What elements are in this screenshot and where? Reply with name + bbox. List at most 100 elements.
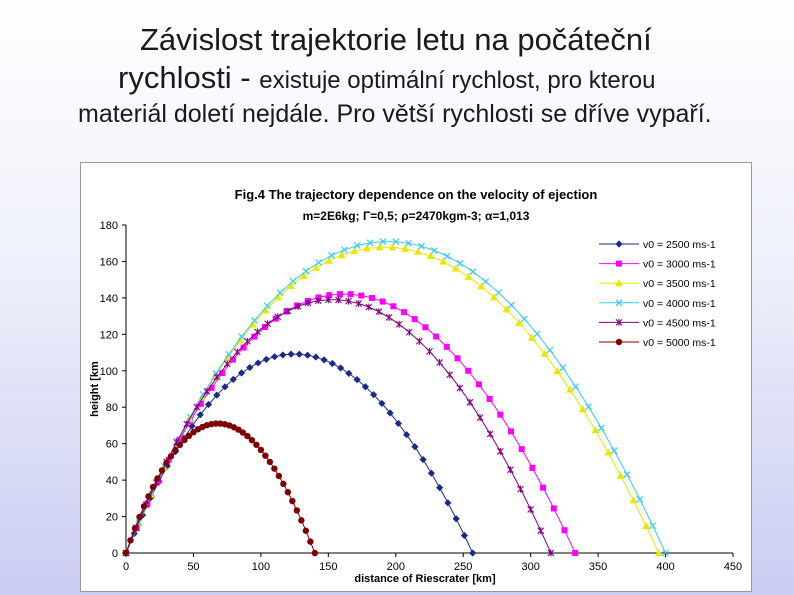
data-point <box>284 307 292 315</box>
data-point <box>415 337 423 345</box>
data-point <box>368 294 375 301</box>
data-point <box>240 344 247 351</box>
trajectory-chart: Fig.4 The trajectory dependence on the v… <box>89 187 742 585</box>
data-point <box>293 507 301 514</box>
data-point <box>559 364 567 372</box>
title-line-3: materiál doletí nejdále. Pro větší rychl… <box>78 100 712 128</box>
data-point <box>497 411 504 418</box>
data-point <box>477 282 486 290</box>
data-point <box>454 355 461 362</box>
data-point <box>444 499 452 507</box>
x-tick-label: 50 <box>187 561 199 573</box>
data-point <box>446 371 454 379</box>
data-point <box>378 399 386 408</box>
title-line-2: rychlosti - existuje optimální rychlost,… <box>118 60 655 96</box>
data-point <box>401 309 408 316</box>
data-point <box>251 316 258 324</box>
data-point <box>347 291 354 298</box>
x-tick-label: 250 <box>454 561 472 573</box>
data-point <box>145 493 152 500</box>
data-point <box>239 429 247 436</box>
x-tick-label: 350 <box>589 561 607 573</box>
data-point <box>642 522 651 530</box>
x-tick-label: 150 <box>319 561 337 573</box>
y-tick-label: 80 <box>106 402 118 414</box>
data-point <box>172 447 179 454</box>
data-point <box>340 246 348 254</box>
data-point <box>248 436 256 444</box>
data-point <box>464 272 473 280</box>
data-point <box>280 480 287 488</box>
x-tick-label: 400 <box>656 561 674 573</box>
data-point <box>274 293 283 301</box>
data-point <box>629 496 638 504</box>
data-point <box>418 242 425 250</box>
data-point <box>122 549 130 557</box>
data-point <box>244 337 251 345</box>
data-point <box>303 351 312 359</box>
series-line-1 <box>125 353 474 554</box>
x-tick-label: 450 <box>724 561 742 573</box>
data-point <box>244 432 251 440</box>
data-point <box>527 333 536 341</box>
legend-label: v0 = 4000 ms-1 <box>643 298 716 310</box>
data-point <box>508 428 515 435</box>
data-point <box>320 356 328 364</box>
data-point <box>193 403 201 411</box>
data-point <box>422 324 429 331</box>
data-point <box>392 238 400 246</box>
data-point <box>324 256 333 264</box>
chart-subtitle: m=2E6kg; Γ=0,5; ρ=2470kgm-3; α=1,013 <box>303 209 530 223</box>
data-point <box>550 505 557 512</box>
data-point <box>388 243 397 251</box>
data-point <box>279 351 287 359</box>
data-point <box>507 466 514 474</box>
data-point <box>379 298 386 305</box>
x-tick-label: 300 <box>521 561 539 573</box>
data-point <box>547 549 555 557</box>
data-point <box>502 305 511 313</box>
data-point <box>451 264 460 272</box>
data-point <box>197 400 204 407</box>
data-point <box>289 497 296 505</box>
data-point <box>585 403 592 411</box>
data-point <box>158 467 166 474</box>
data-point <box>436 484 444 492</box>
y-tick-label: 120 <box>100 329 118 341</box>
x-axis-label: distance of Riescrater [km] <box>354 573 496 585</box>
x-tick-label: 200 <box>387 561 405 573</box>
data-point <box>328 359 336 368</box>
data-point <box>131 525 139 532</box>
chart-title: Fig.4 The trajectory dependence on the v… <box>235 187 598 202</box>
data-point <box>298 517 305 524</box>
data-point <box>307 538 314 545</box>
data-point <box>274 313 282 321</box>
data-point <box>433 333 440 340</box>
data-point <box>515 319 524 327</box>
legend-marker <box>615 338 623 346</box>
data-point <box>208 384 215 391</box>
data-point <box>561 527 568 534</box>
data-point <box>469 268 477 276</box>
data-point <box>662 549 669 557</box>
data-point <box>443 252 451 260</box>
data-point <box>426 347 433 355</box>
series-line-4 <box>125 241 667 554</box>
data-point <box>411 316 418 323</box>
data-point <box>163 459 170 467</box>
data-point <box>167 453 175 460</box>
data-point <box>149 483 157 491</box>
data-point <box>654 549 663 556</box>
data-point <box>379 238 387 245</box>
data-point <box>394 419 402 428</box>
data-point <box>533 330 541 338</box>
data-point <box>616 471 625 479</box>
data-point <box>185 432 193 440</box>
data-point <box>289 277 297 285</box>
data-point <box>271 465 278 472</box>
data-point <box>324 296 332 304</box>
data-point <box>496 447 504 455</box>
legend-label: v0 = 5000 ms-1 <box>643 337 716 349</box>
y-tick-label: 60 <box>106 439 118 451</box>
data-point <box>375 308 383 316</box>
